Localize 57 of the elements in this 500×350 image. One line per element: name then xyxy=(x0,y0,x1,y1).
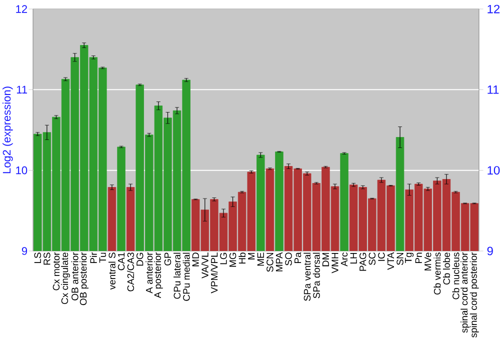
x-tick-label: SPa dorsal xyxy=(312,252,320,298)
x-tick-label: VPM/VPL xyxy=(210,252,218,294)
x-tick-label: MG xyxy=(229,252,236,267)
x-tick-label: ventral S xyxy=(108,252,116,290)
x-tick-label: Tg xyxy=(405,252,414,264)
y2-tick-label: 11 xyxy=(488,86,499,94)
x-tick-label: OB posterior xyxy=(80,252,89,306)
x-tick-label: CA1 xyxy=(118,252,125,270)
y2-tick-label: 10 xyxy=(488,166,500,175)
x-tick-label: VA/VL xyxy=(201,252,208,278)
x-tick-label: LH xyxy=(350,252,357,264)
x-tick-label: PAG xyxy=(359,252,366,271)
x-tick-label: MD xyxy=(192,252,199,266)
x-tick-label: ME xyxy=(257,252,264,266)
x-tick-label: Tu xyxy=(99,252,106,263)
x-tick-label: spinal cord posterior xyxy=(470,252,479,338)
y-tick-label: 10 xyxy=(16,166,28,174)
y-axis-title: Log2 (expression) xyxy=(2,86,13,174)
x-tick-label: M xyxy=(248,252,255,260)
x-tick-label: LG xyxy=(220,252,227,264)
x-tick-label: OB anterior xyxy=(71,252,78,300)
x-tick-label: Pa xyxy=(294,252,302,264)
x-tick-label: SCN xyxy=(266,252,274,272)
y-tick-label: 11 xyxy=(16,86,28,94)
x-tick-label: CPu lateral xyxy=(174,252,181,299)
x-tick-label: IC xyxy=(378,252,385,261)
x-tick-label: SO xyxy=(285,252,292,266)
x-tick-label: Cb lobe xyxy=(442,252,450,284)
x-tick-label: VMH xyxy=(332,252,338,274)
x-tick-label: SPa ventral xyxy=(304,252,311,301)
x-tick-label: Cx motor xyxy=(52,252,60,290)
x-tick-label: SC xyxy=(368,252,376,265)
y2-tick-label: 12 xyxy=(488,4,500,14)
x-tick-label: A posterior xyxy=(154,252,163,298)
x-tick-label: RS xyxy=(44,252,50,265)
x-tick-label: MVe xyxy=(424,252,432,270)
x-tick-label: LS xyxy=(34,252,42,264)
x-tick-label: MPA xyxy=(276,252,282,272)
x-tick-label: CA2/CA3 xyxy=(127,252,134,292)
x-tick-label: Pn xyxy=(415,252,422,264)
x-tick-label: Cx cingulate xyxy=(61,252,70,304)
x-tick-label: Cb nucleus xyxy=(452,252,460,300)
x-tick-label: spinal cord anterior xyxy=(460,252,470,333)
x-tick-label: DM xyxy=(322,252,329,266)
x-tick-label: Arc xyxy=(340,252,348,266)
y-tick-label: 12 xyxy=(16,5,27,13)
x-tick-label: CPu medial xyxy=(182,252,190,301)
y2-tick-label: 9 xyxy=(487,246,493,256)
x-tick-label: A anterior xyxy=(146,252,153,294)
x-tick-label: Hb xyxy=(238,252,246,264)
x-tick-label: Cb vermis xyxy=(434,252,441,294)
x-tick-label: DG xyxy=(136,252,144,266)
x-tick-label: GP xyxy=(164,252,172,266)
y-tick-label: 9 xyxy=(22,247,28,255)
x-tick-label: VTA xyxy=(387,252,394,270)
x-tick-label: SN xyxy=(396,252,404,265)
x-tick-label: Pir xyxy=(90,252,97,264)
